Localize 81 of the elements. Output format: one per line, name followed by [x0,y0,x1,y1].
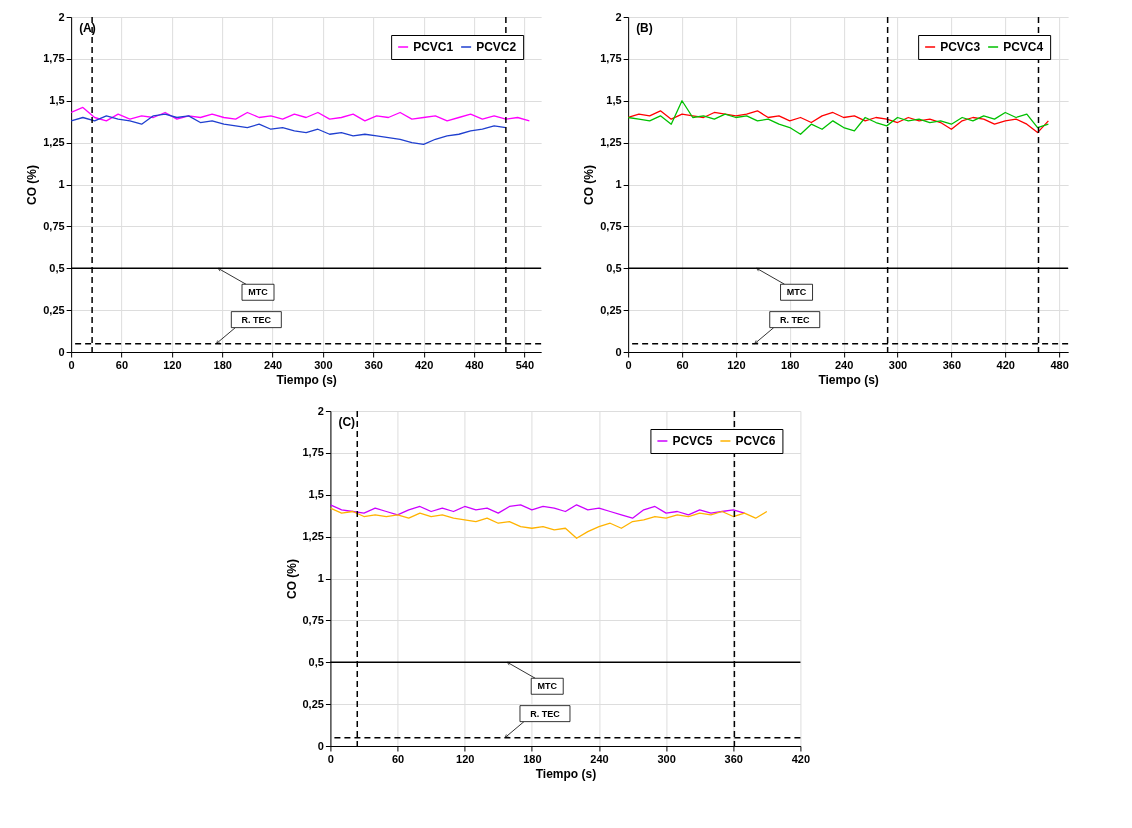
x-tick-label: 480 [465,358,484,371]
y-tick-label: 0 [317,739,324,752]
x-tick-label: 420 [996,358,1015,371]
annotation: R. TEC [530,708,561,719]
y-tick-label: 0,25 [43,303,65,316]
x-axis-title: Tiempo (s) [818,372,879,387]
y-tick-label: 1,25 [43,136,65,149]
y-tick-label: 1,25 [302,530,324,543]
legend-label: PCVC6 [735,434,776,448]
annotation: MTC [786,287,807,298]
y-tick-label: 0,25 [600,303,622,316]
x-tick-label: 60 [115,358,129,371]
y-tick-label: 1 [58,178,65,190]
x-axis-title: Tiempo (s) [535,766,597,781]
legend-label: PCVC2 [476,40,517,54]
x-tick-label: 120 [163,358,182,371]
y-tick-label: 0,5 [606,261,622,274]
y-tick-label: 1 [317,572,324,584]
legend-label: PCVC5 [672,434,713,448]
y-tick-label: 0,5 [49,261,65,274]
x-tick-label: 180 [213,358,232,371]
y-tick-label: 0,75 [43,219,65,232]
x-tick-label: 180 [781,358,800,371]
x-tick-label: 420 [414,358,434,371]
x-tick-label: 360 [724,752,743,765]
x-axis-title: Tiempo (s) [276,372,337,387]
annotation: (C) [338,415,356,429]
annotation: MTC [248,287,269,298]
x-tick-label: 300 [657,752,676,765]
y-tick-label: 2 [58,10,65,23]
x-tick-label: 60 [391,752,405,765]
x-tick-label: 240 [590,752,609,765]
annotation: MTC [537,681,558,692]
x-tick-label: 0 [625,358,632,371]
x-tick-label: 240 [834,358,854,371]
y-tick-label: 1,5 [606,94,622,107]
x-tick-label: 360 [364,358,383,371]
x-tick-label: 60 [676,358,689,371]
line-series [628,100,1050,135]
x-tick-label: 540 [515,358,535,371]
x-tick-label: 120 [727,358,746,371]
y-tick-label: 1,25 [600,136,622,149]
annotation: R. TEC [241,314,272,325]
y-tick-label: 0,5 [308,655,324,668]
legend-label: PCVC4 [1003,40,1044,54]
legend-label: PCVC1 [413,40,454,54]
x-tick-label: 180 [523,752,542,765]
x-tick-label: 240 [263,358,283,371]
y-tick-label: 0,25 [302,697,324,710]
x-tick-label: 360 [942,358,962,371]
line-series [71,113,507,145]
y-tick-label: 1,75 [43,52,65,65]
x-tick-label: 0 [68,358,75,371]
y-axis-title: CO (%) [25,165,40,205]
legend-label: PCVC3 [940,40,981,54]
y-tick-label: 1,5 [49,94,65,107]
y-tick-label: 2 [317,404,324,417]
x-tick-label: 0 [327,752,334,765]
x-tick-label: 120 [456,752,475,765]
y-tick-label: 1,75 [600,52,622,65]
annotation: (B) [636,21,653,35]
y-tick-label: 1,5 [308,488,324,501]
x-tick-label: 420 [791,752,811,765]
y-tick-label: 0 [58,345,65,358]
y-axis-title: CO (%) [284,559,299,599]
y-tick-label: 0,75 [302,613,324,626]
y-tick-label: 1,75 [302,446,324,459]
y-tick-label: 0 [615,345,622,358]
y-tick-label: 0,75 [600,219,622,232]
annotation: R. TEC [779,314,810,325]
x-tick-label: 300 [888,358,908,371]
y-tick-label: 1 [615,178,622,190]
line-series [628,110,1050,134]
line-series [330,504,746,519]
y-axis-title: CO (%) [582,165,597,205]
line-series [71,106,531,122]
x-tick-label: 300 [314,358,333,371]
x-tick-label: 480 [1050,358,1069,371]
y-tick-label: 2 [615,10,622,23]
annotation: (A) [79,21,96,35]
line-series [330,507,768,539]
